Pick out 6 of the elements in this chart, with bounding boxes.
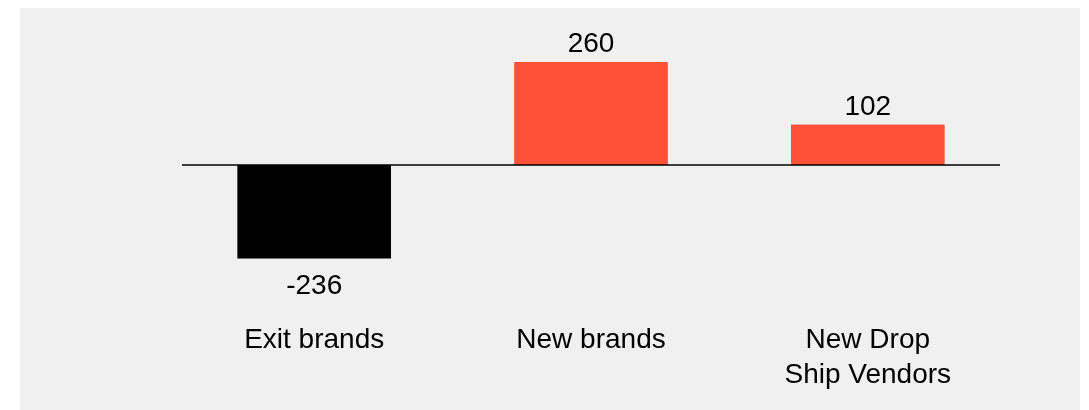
data-label: 260 bbox=[567, 27, 615, 58]
data-label: -236 bbox=[286, 269, 343, 301]
x-tick-label: New Drop Ship Vendors bbox=[784, 323, 952, 390]
data-label: 102 bbox=[844, 89, 892, 121]
x-tick-label: New brands bbox=[516, 323, 666, 355]
x-tick-label: Exit brands bbox=[244, 323, 385, 355]
